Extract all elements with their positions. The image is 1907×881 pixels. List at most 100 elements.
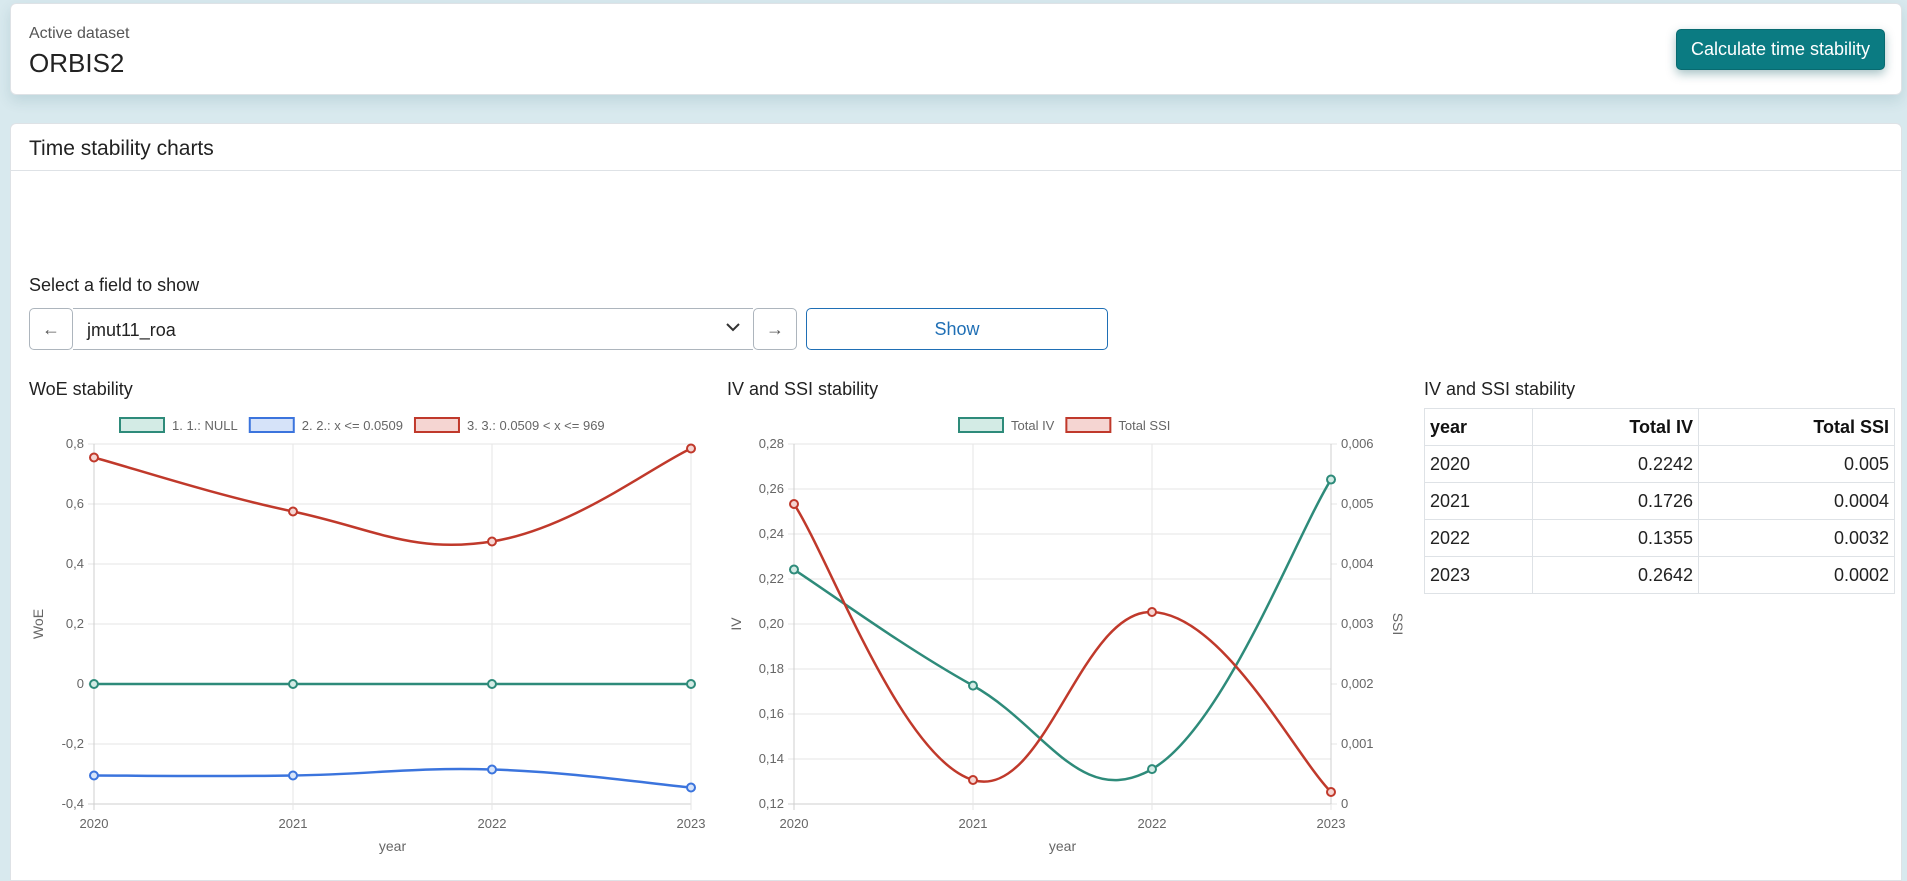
table-cell-total-iv: 0.1355	[1532, 519, 1699, 557]
data-point-total-iv	[1147, 764, 1157, 775]
legend-label-total-iv: Total IV	[1011, 418, 1055, 433]
table-row: 2022 0.1355 0.0032	[1424, 519, 1895, 557]
woe-chart-title: WoE stability	[29, 379, 133, 399]
y-tick-label: 0,26	[759, 481, 784, 496]
y-right-tick-label: 0,003	[1341, 616, 1374, 631]
x-tick-label: 2022	[478, 816, 507, 831]
table-row: 2020 0.2242 0.005	[1424, 445, 1895, 483]
data-point-2-2-x-0-0509	[288, 770, 298, 781]
legend-swatch-total-iv	[958, 417, 1004, 433]
next-field-button[interactable]: →	[753, 308, 797, 350]
y-tick-label: 0,16	[759, 706, 784, 721]
table-cell-year: 2021	[1424, 482, 1533, 520]
y-tick-label: 0,8	[66, 436, 84, 451]
data-point-3-3-0-0509-x-969	[487, 536, 497, 547]
table-cell-year: 2020	[1424, 445, 1533, 483]
column-header-total-iv: Total IV	[1532, 408, 1699, 446]
time-stability-card: Time stability charts Select a field to …	[10, 123, 1902, 881]
y-right-tick-label: 0,002	[1341, 676, 1374, 691]
iv-ssi-chart-title: IV and SSI stability	[727, 379, 879, 399]
y-tick-label: 0,24	[759, 526, 784, 541]
previous-field-button[interactable]: ←	[29, 308, 73, 350]
table-title: IV and SSI stability	[1424, 379, 1576, 399]
active-dataset-card: Active dataset ORBIS2 Calculate time sta…	[10, 3, 1902, 95]
data-point-1-1-null	[288, 679, 298, 689]
y-tick-label: 0,14	[759, 751, 784, 766]
data-point-3-3-0-0509-x-969	[288, 506, 298, 517]
y-right-tick-label: 0,006	[1341, 436, 1374, 451]
table-header-row: year Total IV Total SSI	[1424, 408, 1895, 446]
table-cell-total-iv: 0.1726	[1532, 482, 1699, 520]
table-row: 2021 0.1726 0.0004	[1424, 482, 1895, 520]
field-select[interactable]: jmut11_roa	[73, 308, 753, 350]
iv-ssi-stability-chart: 0,28 0,26 0,24 0,22 0,20 0,18 0,16 0,14 0,12 0,00…	[728, 417, 1406, 854]
legend-swatch-1-1-null	[119, 417, 165, 433]
data-point-2-2-x-0-0509	[89, 770, 99, 781]
legend-label-2-2-x-0-0509: 2. 2.: x <= 0.0509	[302, 418, 403, 433]
x-tick-label: 2021	[959, 816, 988, 831]
table-cell-total-ssi: 0.0002	[1698, 556, 1895, 594]
data-point-2-2-x-0-0509	[487, 764, 497, 775]
y-right-tick-label: 0	[1341, 796, 1348, 811]
data-point-3-3-0-0509-x-969	[89, 452, 99, 463]
woe-stability-chart: 0,8 0,6 0,4 0,2 0 -0,2 -0,4 2020 2021 2022 2023 yea…	[30, 417, 706, 854]
y-right-tick-label: 0,001	[1341, 736, 1374, 751]
x-tick-label: 2020	[80, 816, 109, 831]
data-point-2-2-x-0-0509	[686, 782, 696, 793]
calculate-time-stability-button[interactable]: Calculate time stability	[1676, 29, 1885, 70]
y-tick-label: 0	[77, 676, 84, 691]
table-row: 2023 0.2642 0.0002	[1424, 556, 1895, 594]
data-point-1-1-null	[686, 679, 696, 689]
y-axis-title: IV	[728, 617, 744, 631]
column-header-total-ssi: Total SSI	[1698, 408, 1895, 446]
series-line-3-3-0-0509-x-969	[93, 447, 692, 547]
chevron-down-icon	[725, 319, 741, 340]
y-tick-label: -0,2	[62, 736, 84, 751]
y-right-tick-label: 0,004	[1341, 556, 1374, 571]
y-tick-label: 0,6	[66, 496, 84, 511]
column-header-year: year	[1424, 408, 1533, 446]
y-tick-label: 0,18	[759, 661, 784, 676]
active-dataset-label: Active dataset	[29, 25, 130, 42]
legend-label-total-ssi: Total SSI	[1118, 418, 1170, 433]
table-cell-year: 2022	[1424, 519, 1533, 557]
y-tick-label: -0,4	[62, 796, 84, 811]
x-tick-label: 2021	[279, 816, 308, 831]
series-line-total-ssi	[792, 503, 1332, 793]
card-title: Time stability charts	[11, 124, 1901, 171]
y-tick-label: 0,2	[66, 616, 84, 631]
data-point-3-3-0-0509-x-969	[686, 443, 696, 454]
table-cell-total-ssi: 0.0032	[1698, 519, 1895, 557]
table-cell-total-ssi: 0.0004	[1698, 482, 1895, 520]
y-axis-title: WoE	[30, 609, 46, 639]
table-cell-total-iv: 0.2642	[1532, 556, 1699, 594]
legend-swatch-3-3-0-0509-x-969	[413, 417, 460, 433]
data-point-total-iv	[1326, 474, 1336, 485]
legend-swatch-total-ssi	[1065, 417, 1112, 433]
legend-label-1-1-null: 1. 1.: NULL	[172, 418, 238, 433]
y-tick-label: 0,22	[759, 571, 784, 586]
show-button[interactable]: Show	[806, 308, 1108, 350]
y-tick-label: 0,12	[759, 796, 784, 811]
x-axis-title: year	[379, 838, 407, 854]
table-cell-total-ssi: 0.005	[1698, 445, 1895, 483]
y-tick-label: 0,28	[759, 436, 784, 451]
iv-ssi-table: year Total IV Total SSI 2020 0.2242 0.00…	[1424, 408, 1895, 594]
series-line-2-2-x-0-0509	[93, 767, 692, 789]
data-point-1-1-null	[487, 679, 497, 689]
data-point-total-iv	[789, 564, 799, 575]
y-right-tick-label: 0,005	[1341, 496, 1374, 511]
legend-swatch-2-2-x-0-0509	[248, 417, 295, 433]
x-tick-label: 2022	[1138, 816, 1167, 831]
data-point-total-ssi	[789, 499, 799, 509]
x-tick-label: 2023	[677, 816, 706, 831]
table-cell-total-iv: 0.2242	[1532, 445, 1699, 483]
y-tick-label: 0,20	[759, 616, 784, 631]
x-tick-label: 2023	[1317, 816, 1346, 831]
data-point-total-ssi	[968, 775, 978, 785]
table-cell-year: 2023	[1424, 556, 1533, 594]
select-field-label: Select a field to show	[29, 275, 200, 295]
selected-field-value: jmut11_roa	[87, 320, 176, 340]
series-line-total-iv	[793, 478, 1333, 782]
legend-label-3-3-0-0509-x-969: 3. 3.: 0.0509 < x <= 969	[467, 418, 605, 433]
